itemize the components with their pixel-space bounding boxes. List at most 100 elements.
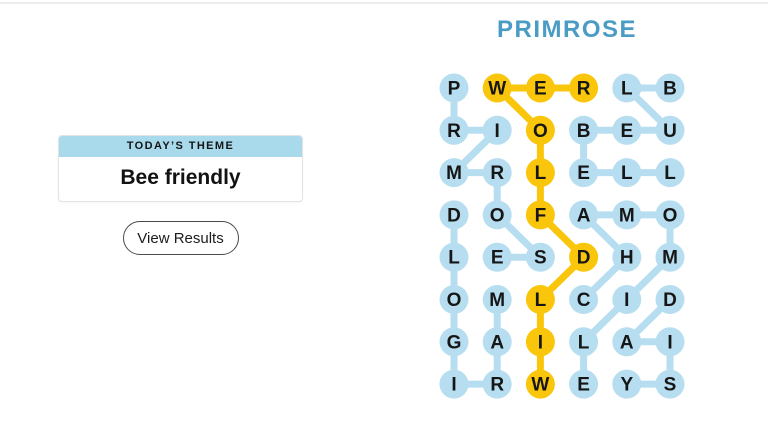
theme-cell-circle[interactable] xyxy=(482,285,512,314)
letter-cell-r6c3[interactable]: L xyxy=(569,327,599,357)
spangram-cell-circle[interactable] xyxy=(525,115,555,145)
letter-cell-r5c1[interactable]: M xyxy=(482,285,512,314)
letter-cell-r2c5[interactable]: L xyxy=(655,158,685,188)
letter-cell-r6c1[interactable]: A xyxy=(482,327,512,357)
theme-cell-circle[interactable] xyxy=(439,73,469,103)
letter-cell-r5c5[interactable]: D xyxy=(655,285,685,314)
theme-cell-circle[interactable] xyxy=(569,285,599,314)
theme-cell-circle[interactable] xyxy=(569,327,599,357)
theme-cell-circle[interactable] xyxy=(612,327,642,357)
theme-cell-circle[interactable] xyxy=(525,242,555,272)
theme-cell-circle[interactable] xyxy=(482,327,512,357)
letter-cell-r4c4[interactable]: H xyxy=(612,242,642,272)
theme-cell-circle[interactable] xyxy=(655,73,685,103)
letter-cell-r5c4[interactable]: I xyxy=(612,285,642,314)
letter-cell-r4c2[interactable]: S xyxy=(525,242,555,272)
spangram-cell-circle[interactable] xyxy=(525,158,555,188)
letter-cell-r5c3[interactable]: C xyxy=(569,285,599,314)
theme-cell-circle[interactable] xyxy=(655,242,685,272)
theme-cell-circle[interactable] xyxy=(612,285,642,314)
letter-cell-r5c0[interactable]: O xyxy=(439,285,469,314)
theme-cell-circle[interactable] xyxy=(569,115,599,145)
letter-cell-r0c2[interactable]: E xyxy=(525,73,555,103)
theme-cell-circle[interactable] xyxy=(612,115,642,145)
letter-cell-r7c2[interactable]: W xyxy=(525,369,555,399)
theme-cell-circle[interactable] xyxy=(612,73,642,103)
theme-cell-circle[interactable] xyxy=(569,158,599,188)
theme-cell-circle[interactable] xyxy=(439,369,469,399)
theme-cell-circle[interactable] xyxy=(482,369,512,399)
theme-cell-circle[interactable] xyxy=(569,369,599,399)
spangram-cell-circle[interactable] xyxy=(525,327,555,357)
theme-cell-circle[interactable] xyxy=(439,115,469,145)
spangram-cell-circle[interactable] xyxy=(569,73,599,103)
letter-cell-r0c3[interactable]: R xyxy=(569,73,599,103)
theme-cell-circle[interactable] xyxy=(612,369,642,399)
letter-cell-r6c5[interactable]: I xyxy=(655,327,685,357)
theme-cell-circle[interactable] xyxy=(612,200,642,230)
letter-cell-r2c3[interactable]: E xyxy=(569,158,599,188)
spangram-cell-circle[interactable] xyxy=(525,369,555,399)
letter-cell-r5c2[interactable]: L xyxy=(525,285,555,314)
view-results-button[interactable]: View Results xyxy=(122,221,239,255)
theme-cell-circle[interactable] xyxy=(482,242,512,272)
letter-cell-r7c5[interactable]: S xyxy=(655,369,685,399)
letter-cell-r3c0[interactable]: D xyxy=(439,200,469,230)
theme-cell-circle[interactable] xyxy=(569,200,599,230)
cell-letter: I xyxy=(451,375,456,396)
theme-cell-circle[interactable] xyxy=(655,115,685,145)
cell-letter: I xyxy=(667,332,672,353)
letter-cell-r1c3[interactable]: B xyxy=(569,115,599,145)
theme-cell-circle[interactable] xyxy=(439,158,469,188)
letter-cell-r7c0[interactable]: I xyxy=(439,369,469,399)
letter-cell-r2c0[interactable]: M xyxy=(439,158,469,188)
cell-letter: A xyxy=(577,205,591,226)
letter-cell-r0c5[interactable]: B xyxy=(655,73,685,103)
letter-cell-r3c2[interactable]: F xyxy=(525,200,555,230)
letter-cell-r2c4[interactable]: L xyxy=(612,158,642,188)
letter-cell-r7c4[interactable]: Y xyxy=(612,369,642,399)
letter-cell-r0c0[interactable]: P xyxy=(439,73,469,103)
letter-cell-r1c5[interactable]: U xyxy=(655,115,685,145)
letter-cell-r3c5[interactable]: O xyxy=(655,200,685,230)
letter-cell-r7c3[interactable]: E xyxy=(569,369,599,399)
theme-cell-circle[interactable] xyxy=(655,200,685,230)
spangram-cell-circle[interactable] xyxy=(569,242,599,272)
spangram-cell-circle[interactable] xyxy=(525,285,555,314)
letter-cell-r4c1[interactable]: E xyxy=(482,242,512,272)
letter-cell-r2c1[interactable]: R xyxy=(482,158,512,188)
letter-cell-r4c5[interactable]: M xyxy=(655,242,685,272)
theme-cell-circle[interactable] xyxy=(655,327,685,357)
letter-cell-r1c2[interactable]: O xyxy=(525,115,555,145)
letter-cell-r4c0[interactable]: L xyxy=(439,242,469,272)
letter-cell-r4c3[interactable]: D xyxy=(569,242,599,272)
letter-cell-r0c4[interactable]: L xyxy=(612,73,642,103)
theme-cell-circle[interactable] xyxy=(439,285,469,314)
theme-cell-circle[interactable] xyxy=(482,158,512,188)
theme-cell-circle[interactable] xyxy=(482,200,512,230)
theme-cell-circle[interactable] xyxy=(612,158,642,188)
letter-cell-r3c3[interactable]: A xyxy=(569,200,599,230)
theme-cell-circle[interactable] xyxy=(655,285,685,314)
letter-cell-r7c1[interactable]: R xyxy=(482,369,512,399)
theme-cell-circle[interactable] xyxy=(655,369,685,399)
spangram-cell-circle[interactable] xyxy=(525,200,555,230)
spangram-cell-circle[interactable] xyxy=(525,73,555,103)
letter-cell-r1c4[interactable]: E xyxy=(612,115,642,145)
theme-cell-circle[interactable] xyxy=(439,242,469,272)
theme-cell-circle[interactable] xyxy=(655,158,685,188)
letter-cell-r1c0[interactable]: R xyxy=(439,115,469,145)
letter-cell-r1c1[interactable]: I xyxy=(482,115,512,145)
letter-cell-r0c1[interactable]: W xyxy=(482,73,512,103)
letter-cell-r2c2[interactable]: L xyxy=(525,158,555,188)
theme-cell-circle[interactable] xyxy=(439,200,469,230)
spangram-cell-circle[interactable] xyxy=(482,73,512,103)
letter-cell-r6c2[interactable]: I xyxy=(525,327,555,357)
letter-cell-r3c1[interactable]: O xyxy=(482,200,512,230)
letter-cell-r6c4[interactable]: A xyxy=(612,327,642,357)
theme-cell-circle[interactable] xyxy=(482,115,512,145)
theme-cell-circle[interactable] xyxy=(612,242,642,272)
letter-cell-r6c0[interactable]: G xyxy=(439,327,469,357)
letter-cell-r3c4[interactable]: M xyxy=(612,200,642,230)
theme-cell-circle[interactable] xyxy=(439,327,469,357)
